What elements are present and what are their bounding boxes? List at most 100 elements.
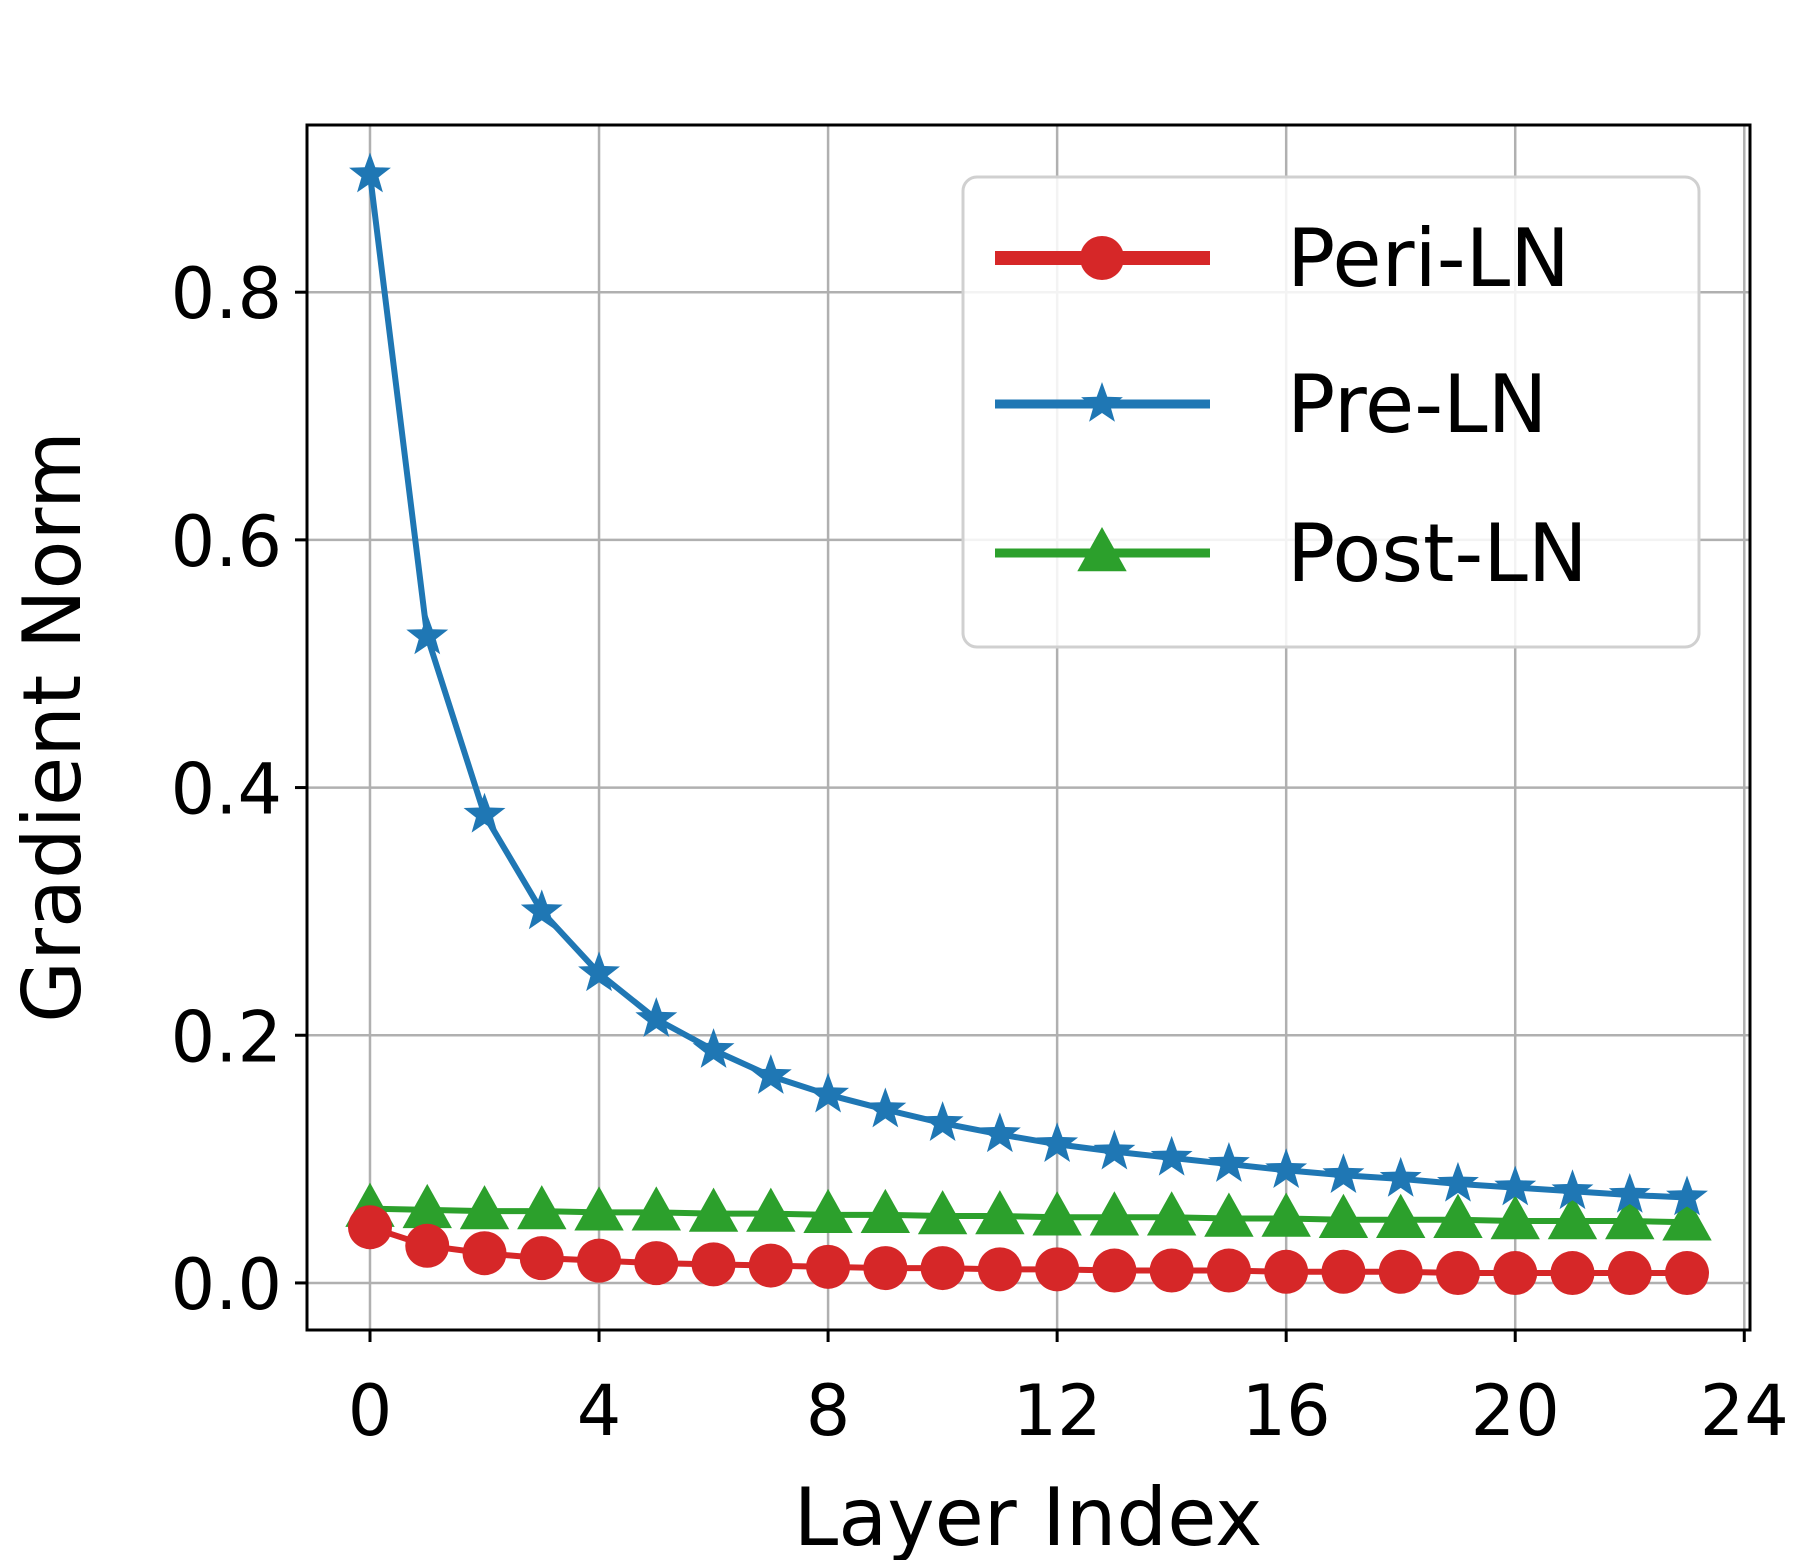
data-point xyxy=(1261,1192,1311,1237)
y-tick-label: 0.6 xyxy=(171,501,282,583)
data-point xyxy=(860,1188,911,1234)
data-point xyxy=(405,1223,450,1268)
y-tick-label: 0.0 xyxy=(171,1244,282,1326)
data-point xyxy=(1092,1248,1137,1293)
data-point xyxy=(1494,1165,1537,1206)
data-point xyxy=(1264,1249,1309,1294)
data-point xyxy=(406,614,449,655)
series-line xyxy=(369,1205,1688,1226)
data-point xyxy=(519,1236,564,1281)
y-axis-label: Gradient Norm xyxy=(6,431,99,1023)
legend: Peri-LN Pre-LN Post-LN xyxy=(961,175,1701,649)
data-point xyxy=(1435,1251,1480,1296)
data-point xyxy=(1322,1153,1365,1193)
data-point xyxy=(688,1187,739,1232)
data-point xyxy=(1089,1191,1140,1236)
data-point xyxy=(748,1243,793,1288)
data-point xyxy=(807,1072,850,1113)
data-point xyxy=(803,1188,853,1234)
x-tick-label: 0 xyxy=(348,1370,393,1452)
series-pre-ln xyxy=(349,152,1708,1216)
data-point xyxy=(1662,1196,1712,1241)
data-point xyxy=(921,1101,964,1141)
data-point xyxy=(863,1246,908,1291)
legend-marker xyxy=(1080,236,1124,280)
x-tick-label: 24 xyxy=(1700,1370,1789,1452)
data-point xyxy=(692,1028,735,1068)
data-point xyxy=(1093,1129,1136,1170)
data-point xyxy=(1666,1175,1708,1216)
x-tick-label: 12 xyxy=(1013,1370,1102,1452)
data-point xyxy=(1433,1193,1483,1238)
legend-item-post-ln: Post-LN xyxy=(995,507,1588,600)
data-point xyxy=(574,1186,624,1231)
data-point xyxy=(634,1241,679,1286)
data-point xyxy=(463,792,506,833)
x-tick-label: 16 xyxy=(1242,1370,1331,1452)
data-point xyxy=(635,997,678,1037)
data-point xyxy=(1206,1248,1251,1293)
legend-item-pre-ln: Pre-LN xyxy=(995,358,1547,451)
data-point xyxy=(1321,1249,1366,1294)
data-point xyxy=(1207,1142,1250,1182)
y-tick-label: 0.8 xyxy=(171,253,282,335)
legend-marker xyxy=(1081,382,1123,422)
data-point xyxy=(746,1187,796,1232)
data-point xyxy=(349,152,391,193)
data-point xyxy=(864,1087,907,1128)
data-point xyxy=(402,1183,452,1229)
data-point xyxy=(975,1190,1025,1235)
data-point xyxy=(1665,1251,1710,1296)
data-point xyxy=(749,1054,792,1094)
series-layer xyxy=(345,152,1712,1296)
data-point xyxy=(1318,1193,1369,1238)
data-point xyxy=(520,889,563,930)
ticks: 0 4 8 12 16 20 24 0.0 0.2 0.4 0.6 0.8 xyxy=(171,253,1789,1452)
series-line xyxy=(369,1224,1688,1277)
data-point xyxy=(917,1190,968,1235)
data-point xyxy=(1036,1122,1079,1163)
data-point xyxy=(1265,1148,1308,1189)
data-point xyxy=(920,1246,965,1291)
data-point xyxy=(1376,1193,1426,1238)
legend-label: Peri-LN xyxy=(1287,212,1570,305)
data-point xyxy=(631,1186,681,1231)
data-point xyxy=(1379,1156,1422,1197)
data-point xyxy=(1032,1191,1082,1236)
legend-item-peri-ln: Peri-LN xyxy=(995,212,1570,305)
legend-marker xyxy=(1077,527,1127,572)
data-point xyxy=(1146,1191,1197,1236)
data-point xyxy=(1204,1192,1254,1237)
legend-frame xyxy=(961,175,1701,649)
data-point xyxy=(577,1238,622,1283)
data-point xyxy=(347,1205,392,1250)
data-point xyxy=(1149,1248,1194,1293)
data-point xyxy=(1551,1169,1594,1210)
data-point xyxy=(459,1185,510,1230)
data-point xyxy=(978,1112,1021,1153)
data-point xyxy=(1150,1135,1193,1176)
data-point xyxy=(1490,1195,1540,1240)
data-point xyxy=(1550,1251,1595,1296)
y-tick-label: 0.2 xyxy=(171,996,282,1078)
x-tick-label: 20 xyxy=(1471,1370,1560,1452)
data-point xyxy=(1437,1161,1479,1202)
y-tick-label: 0.4 xyxy=(171,749,282,831)
data-point xyxy=(1035,1247,1080,1292)
series-peri-ln xyxy=(347,1205,1710,1296)
legend-label: Pre-LN xyxy=(1287,358,1547,451)
data-point xyxy=(1608,1173,1651,1213)
plot-frame xyxy=(305,123,1752,1332)
data-point xyxy=(1547,1195,1598,1240)
x-tick-label: 4 xyxy=(577,1370,622,1452)
legend-label: Post-LN xyxy=(1287,507,1588,600)
data-point xyxy=(1378,1249,1423,1294)
x-axis-label: Layer Index xyxy=(794,1471,1263,1560)
data-point xyxy=(1493,1251,1538,1296)
data-point xyxy=(1607,1251,1652,1296)
data-point xyxy=(578,951,620,992)
data-point xyxy=(462,1231,507,1276)
data-point xyxy=(806,1244,851,1289)
data-point xyxy=(977,1247,1022,1292)
